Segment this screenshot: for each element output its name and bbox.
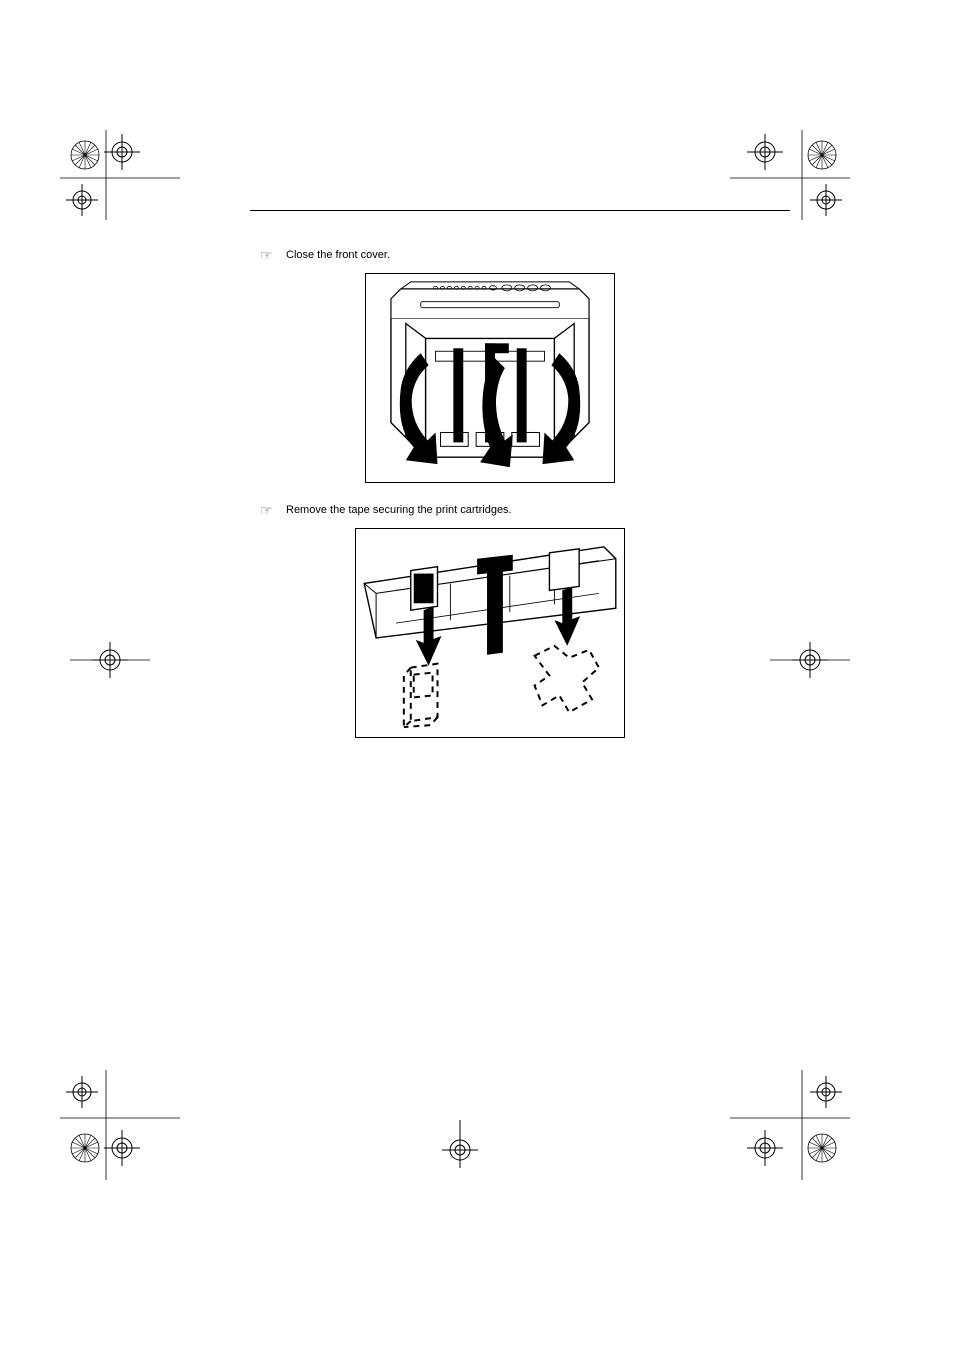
pointer-icon: ☞ <box>260 503 278 517</box>
reg-mark-top-left <box>60 130 180 220</box>
figure-close-cover <box>365 273 615 483</box>
reg-mark-bottom-left <box>60 1070 180 1180</box>
step-2-text: Remove the tape securing the print cartr… <box>286 503 780 518</box>
reg-mark-mid-left <box>70 630 150 690</box>
page-content: ☞ Close the front cover. <box>260 248 780 758</box>
step-1-text: Close the front cover. <box>286 248 780 263</box>
step-1: ☞ Close the front cover. <box>260 248 780 263</box>
reg-mark-bottom-right <box>730 1070 850 1180</box>
figure-remove-tape <box>355 528 625 738</box>
pointer-icon: ☞ <box>260 248 278 262</box>
reg-mark-top-right <box>730 130 850 220</box>
step-2: ☞ Remove the tape securing the print car… <box>260 503 780 518</box>
reg-mark-mid-right <box>770 630 850 690</box>
header-rule <box>250 210 790 211</box>
reg-mark-bottom-center <box>420 1120 500 1180</box>
